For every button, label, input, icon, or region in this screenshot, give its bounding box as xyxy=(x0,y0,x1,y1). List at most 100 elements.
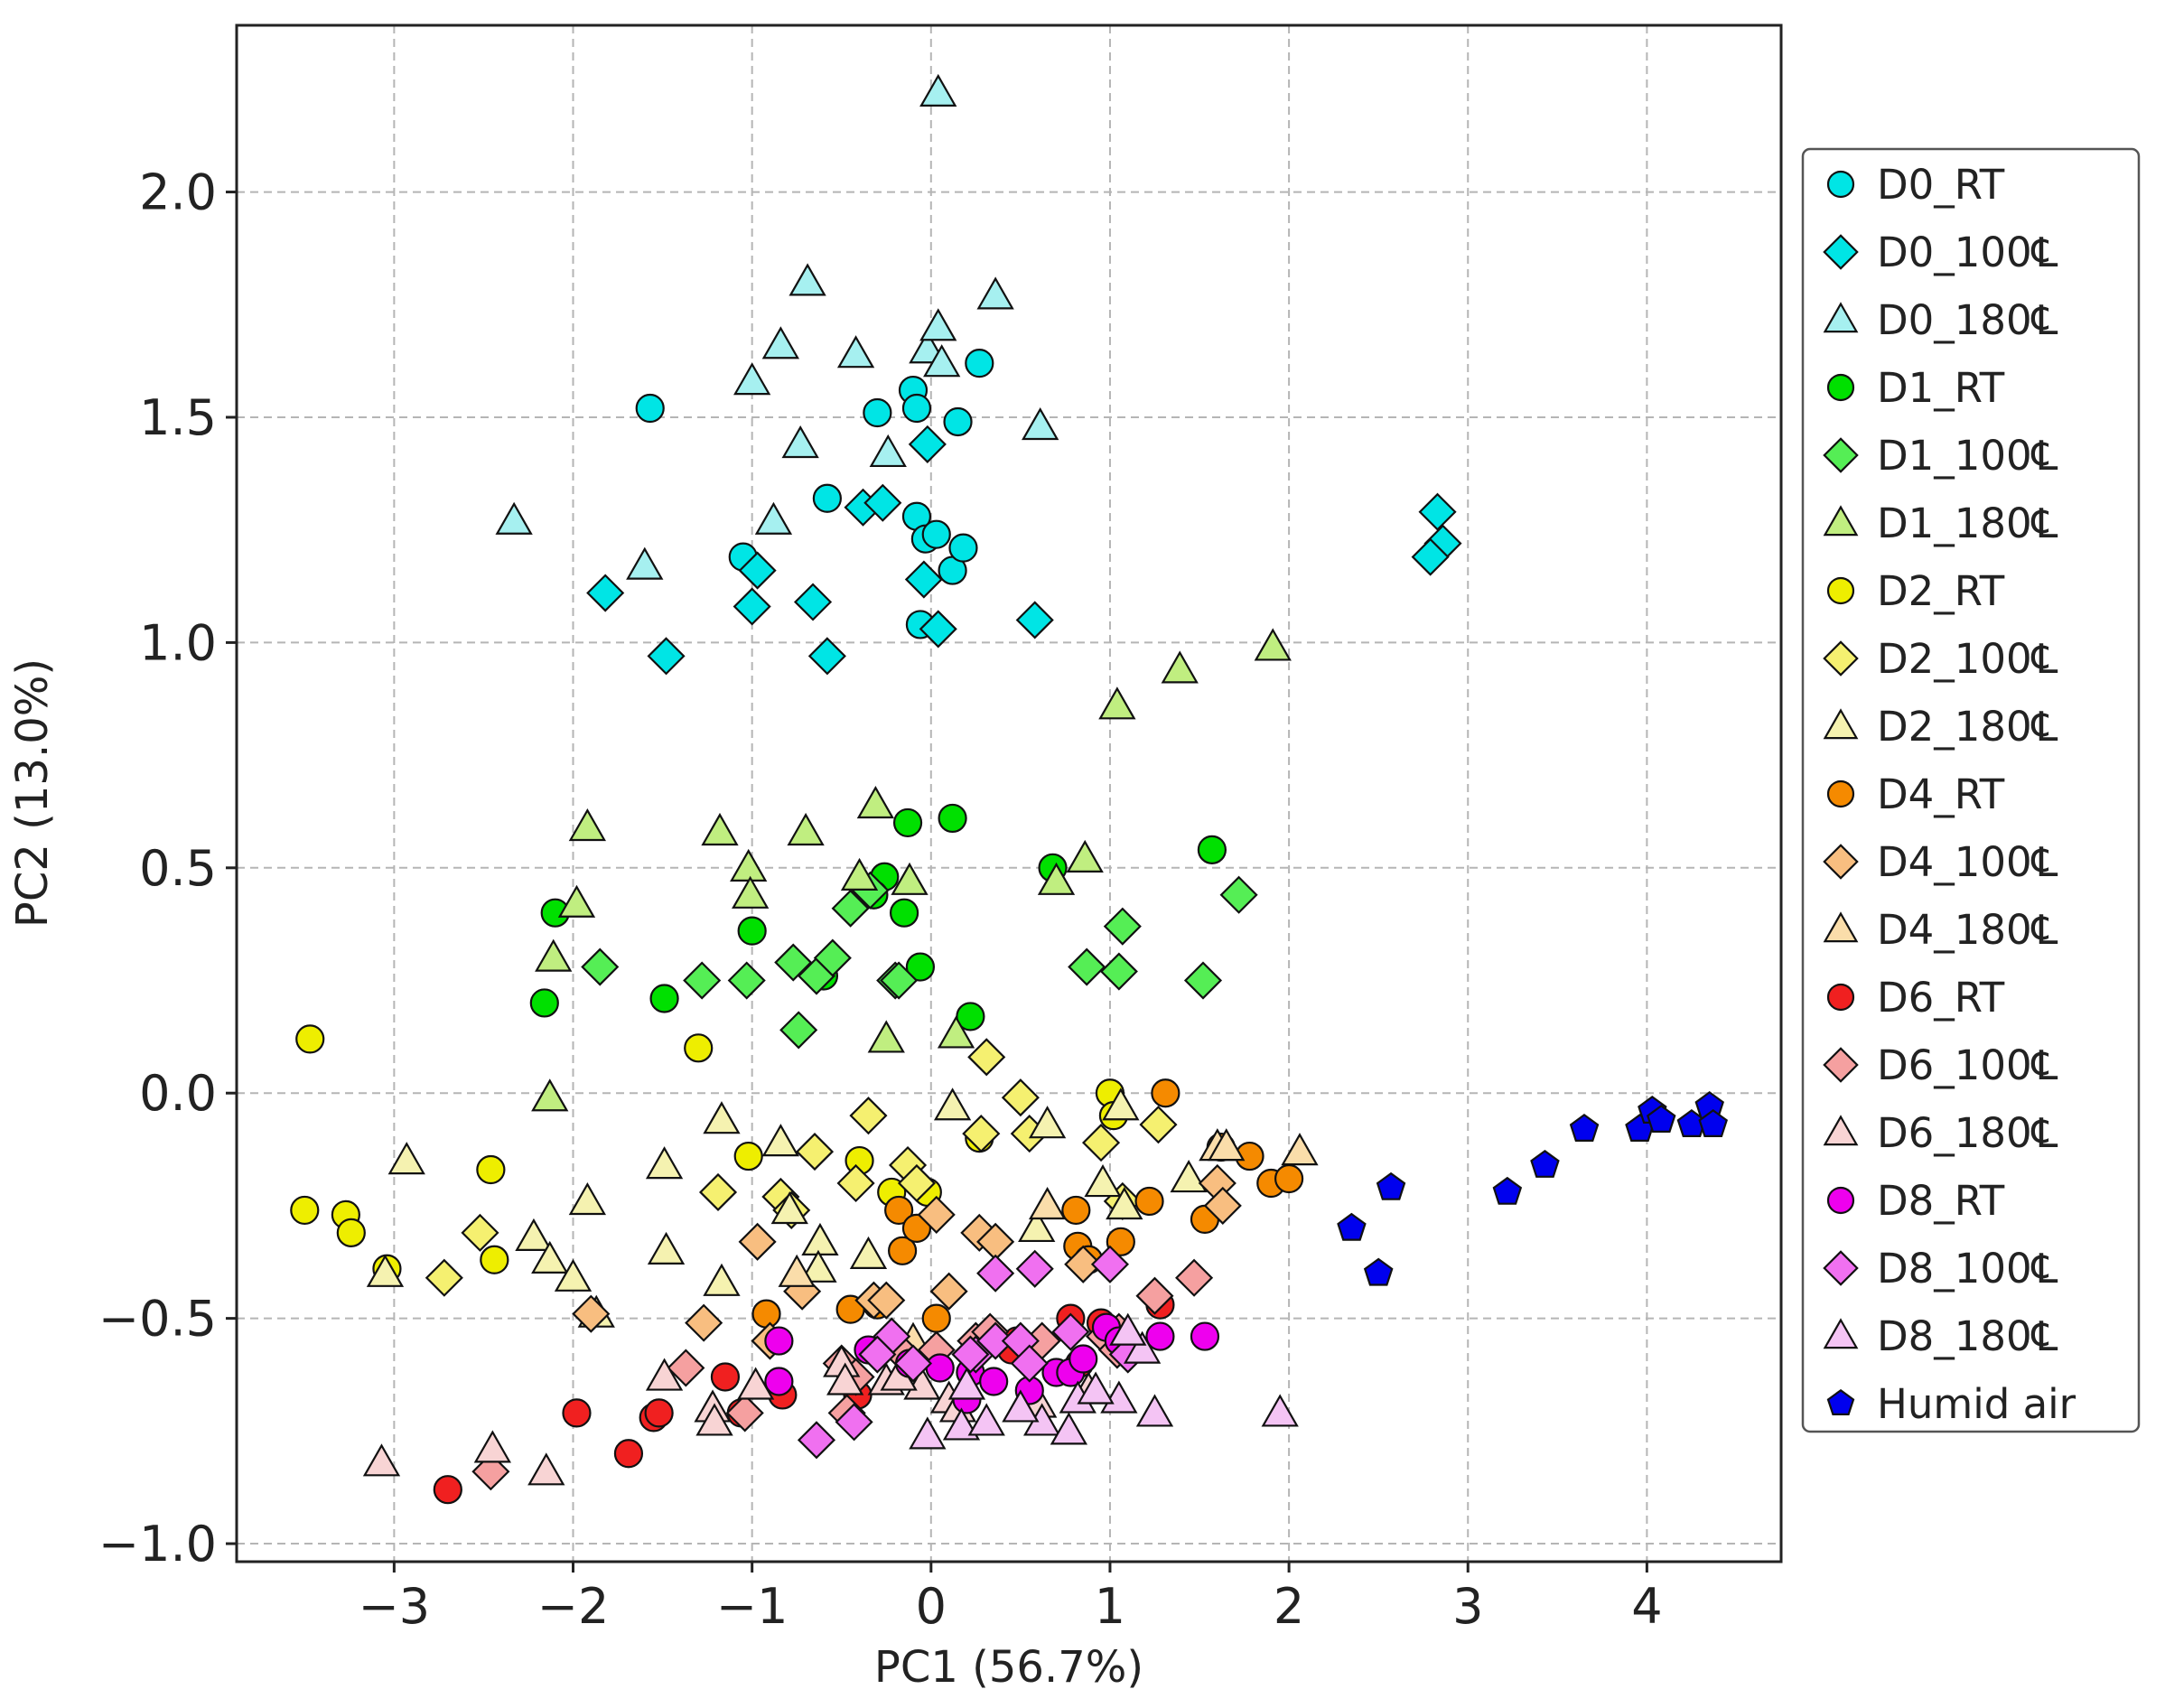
legend-item: D2_100℄ xyxy=(1823,635,2058,683)
legend-label: D0_100℄ xyxy=(1877,229,2058,276)
data-point xyxy=(901,393,932,424)
data-point xyxy=(1109,1312,1147,1346)
legend-marker xyxy=(1826,983,1855,1012)
data-point xyxy=(1274,1163,1304,1194)
data-point xyxy=(976,1254,1015,1293)
data-point xyxy=(1492,1176,1523,1205)
legend-marker xyxy=(1823,640,1859,677)
data-point xyxy=(1183,961,1223,1000)
legend-label: D0_RT xyxy=(1877,161,2005,209)
data-point xyxy=(471,1452,510,1491)
series-d4-100- xyxy=(572,1163,1242,1360)
data-point xyxy=(892,807,923,838)
data-point xyxy=(701,812,739,846)
data-point xyxy=(789,263,826,296)
series-d0-180- xyxy=(495,73,1059,580)
data-point xyxy=(919,73,957,107)
series-humid-air xyxy=(1337,1091,1728,1286)
x-tick-label: 0 xyxy=(916,1578,947,1635)
data-point xyxy=(613,1439,644,1469)
data-point xyxy=(733,587,771,626)
data-point xyxy=(1161,650,1199,684)
data-point xyxy=(797,1421,836,1460)
data-point xyxy=(893,1344,933,1383)
data-point xyxy=(473,1430,511,1463)
data-point xyxy=(787,812,825,846)
data-point xyxy=(1106,1227,1135,1256)
data-point xyxy=(880,961,919,1000)
data-point xyxy=(1145,1321,1175,1351)
data-point xyxy=(531,1240,569,1274)
data-point xyxy=(1015,1249,1054,1288)
data-point xyxy=(1219,875,1258,914)
legend-marker xyxy=(1826,779,1855,808)
y-axis-label: PC2 (13.0%) xyxy=(7,658,58,928)
legend-label: D8_180℄ xyxy=(1877,1312,2058,1360)
data-point xyxy=(1170,1160,1208,1193)
data-point xyxy=(684,1033,714,1063)
legend-frame xyxy=(1801,147,2141,1433)
data-point xyxy=(813,938,852,977)
data-point xyxy=(908,425,947,463)
data-point xyxy=(889,898,919,928)
data-point xyxy=(1363,1257,1394,1286)
y-tick-label: −1.0 xyxy=(98,1516,217,1573)
data-point xyxy=(884,1195,914,1226)
data-point xyxy=(919,308,957,341)
data-point xyxy=(1151,1078,1180,1108)
legend-item: D4_RT xyxy=(1826,770,2005,818)
data-point xyxy=(1208,1128,1246,1162)
data-point xyxy=(1134,1186,1164,1217)
data-point xyxy=(956,1002,985,1031)
data-point xyxy=(826,1362,864,1395)
data-point xyxy=(1647,1105,1676,1134)
x-tick-label: −3 xyxy=(359,1578,431,1635)
y-tick-label: 1.5 xyxy=(139,389,217,446)
legend-item: D8_RT xyxy=(1826,1177,2005,1225)
data-point xyxy=(863,483,902,522)
legend-marker xyxy=(1826,1388,1855,1416)
series-d2-180- xyxy=(366,1087,1208,1328)
x-tick-label: 1 xyxy=(1095,1578,1125,1635)
legend-label: D4_180℄ xyxy=(1877,906,2058,954)
legend-label: D4_100℄ xyxy=(1877,838,2058,886)
data-point xyxy=(1123,1330,1162,1364)
data-point xyxy=(867,1020,905,1053)
data-point xyxy=(1698,1109,1728,1138)
data-point xyxy=(836,1163,875,1203)
data-point xyxy=(667,1349,705,1387)
data-point xyxy=(1090,1245,1130,1283)
legend-item: D8_180℄ xyxy=(1823,1312,2058,1360)
data-point xyxy=(366,1254,405,1287)
data-point xyxy=(572,1294,611,1333)
legend-marker xyxy=(1823,911,1859,943)
data-point xyxy=(695,1403,733,1436)
data-point xyxy=(764,1326,794,1356)
data-point xyxy=(1254,628,1292,661)
x-tick-label: 2 xyxy=(1274,1578,1304,1635)
data-point xyxy=(858,1335,897,1374)
data-point xyxy=(1068,947,1106,986)
series-d0-rt xyxy=(635,349,994,639)
data-point xyxy=(1376,1171,1406,1200)
data-point xyxy=(764,1367,794,1396)
data-point xyxy=(649,984,679,1013)
legend-marker xyxy=(1826,170,1855,199)
legend-item: D0_RT xyxy=(1826,161,2005,209)
data-point xyxy=(1050,1412,1088,1445)
data-points xyxy=(290,73,1728,1505)
data-point xyxy=(1099,952,1138,991)
data-point xyxy=(495,501,533,535)
data-point xyxy=(732,875,770,909)
legend-item: D4_100℄ xyxy=(1823,838,2058,886)
data-point xyxy=(685,1303,723,1342)
series-d1-180- xyxy=(531,628,1292,1112)
data-point xyxy=(645,1358,684,1391)
legend-label: D0_180℄ xyxy=(1877,296,2058,344)
legend-label: D6_180℄ xyxy=(1877,1109,2058,1157)
data-point xyxy=(979,1367,1009,1396)
data-point xyxy=(529,988,559,1018)
data-point xyxy=(1102,1087,1140,1121)
x-axis-label: PC1 (56.7%) xyxy=(874,1642,1143,1693)
legend-item: D8_100℄ xyxy=(1823,1245,2058,1293)
